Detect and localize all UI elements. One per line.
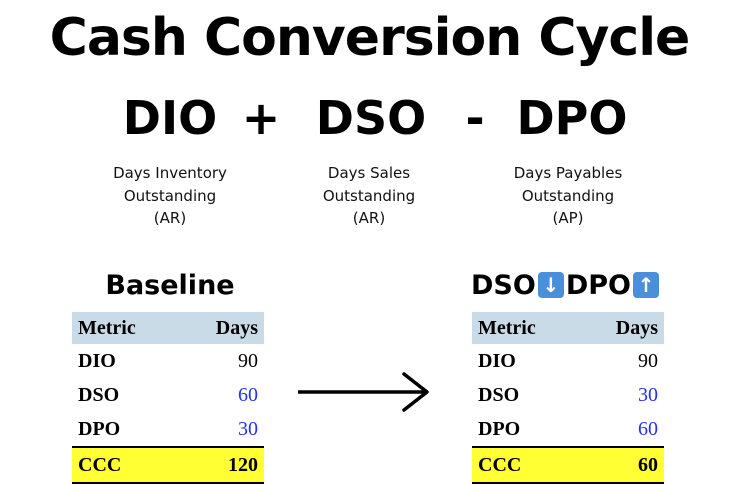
baseline-title: Baseline bbox=[105, 270, 235, 301]
down-arrow-icon: ↓ bbox=[537, 272, 564, 298]
right-arrow-icon bbox=[298, 372, 429, 412]
scenario-table: Metric Days DIO 90 DSO 30 DPO 60 CCC 60 bbox=[472, 312, 664, 484]
table-row: DPO 60 bbox=[472, 412, 664, 447]
table-row: DSO 60 bbox=[72, 378, 264, 412]
scenario-title-dso: DSO bbox=[471, 270, 536, 301]
definition-dso: Days Sales Outstanding (AR) bbox=[269, 162, 469, 230]
formula-plus-operator: + bbox=[241, 91, 281, 145]
formula-term-dio: DIO bbox=[122, 91, 218, 145]
metric-cell: DSO bbox=[478, 383, 520, 406]
metric-cell: DPO bbox=[478, 417, 521, 440]
scenario-title-dpo: DPO bbox=[565, 270, 631, 301]
up-arrow-icon: ↑ bbox=[632, 272, 659, 298]
metric-cell: DSO bbox=[78, 383, 120, 406]
days-column-header: Days bbox=[180, 312, 264, 344]
table-header-row: Metric Days bbox=[72, 312, 264, 344]
definition-dso-line3: (AR) bbox=[352, 209, 386, 227]
total-metric-cell: CCC bbox=[72, 446, 180, 484]
total-days-cell: 120 bbox=[180, 446, 264, 484]
definition-dpo: Days Payables Outstanding (AP) bbox=[468, 162, 668, 230]
metric-cell: DPO bbox=[78, 417, 121, 440]
definition-dio-line3: (AR) bbox=[153, 209, 187, 227]
table-header-row: Metric Days bbox=[472, 312, 664, 344]
days-cell: 90 bbox=[238, 349, 258, 372]
definition-dso-line1: Days Sales bbox=[327, 164, 411, 182]
table-row: DPO 30 bbox=[72, 412, 264, 447]
days-cell: 60 bbox=[638, 417, 658, 440]
baseline-table: Metric Days DIO 90 DSO 60 DPO 30 CCC 120 bbox=[72, 312, 264, 484]
definition-dso-line2: Outstanding bbox=[322, 186, 416, 205]
table-row: DIO 90 bbox=[72, 344, 264, 378]
metric-column-header: Metric bbox=[472, 312, 580, 344]
total-metric-cell: CCC bbox=[472, 446, 580, 484]
metric-cell: DIO bbox=[478, 349, 516, 372]
total-row: CCC 60 bbox=[472, 446, 664, 484]
days-cell: 60 bbox=[238, 383, 258, 406]
days-cell: 30 bbox=[638, 383, 658, 406]
metric-cell: DIO bbox=[78, 349, 116, 372]
definition-dio-line2: Outstanding bbox=[123, 186, 217, 205]
definition-dpo-line3: (AP) bbox=[552, 209, 584, 227]
days-column-header: Days bbox=[580, 312, 664, 344]
definition-dio-line1: Days Inventory bbox=[113, 164, 227, 182]
table-row: DIO 90 bbox=[472, 344, 664, 378]
formula-term-dpo: DPO bbox=[516, 91, 628, 145]
definition-dpo-line2: Outstanding bbox=[521, 186, 615, 205]
days-cell: 90 bbox=[638, 349, 658, 372]
formula-term-dso: DSO bbox=[315, 91, 427, 145]
total-days-cell: 60 bbox=[580, 446, 664, 484]
formula-minus-operator: - bbox=[465, 91, 485, 145]
days-cell: 30 bbox=[238, 417, 258, 440]
table-row: DSO 30 bbox=[472, 378, 664, 412]
definition-dpo-line1: Days Payables bbox=[513, 164, 623, 182]
total-row: CCC 120 bbox=[72, 446, 264, 484]
scenario-title: DSO ↓ DPO ↑ bbox=[452, 266, 680, 306]
page-title: Cash Conversion Cycle bbox=[49, 8, 691, 68]
metric-column-header: Metric bbox=[72, 312, 180, 344]
definition-dio: Days Inventory Outstanding (AR) bbox=[70, 162, 270, 230]
